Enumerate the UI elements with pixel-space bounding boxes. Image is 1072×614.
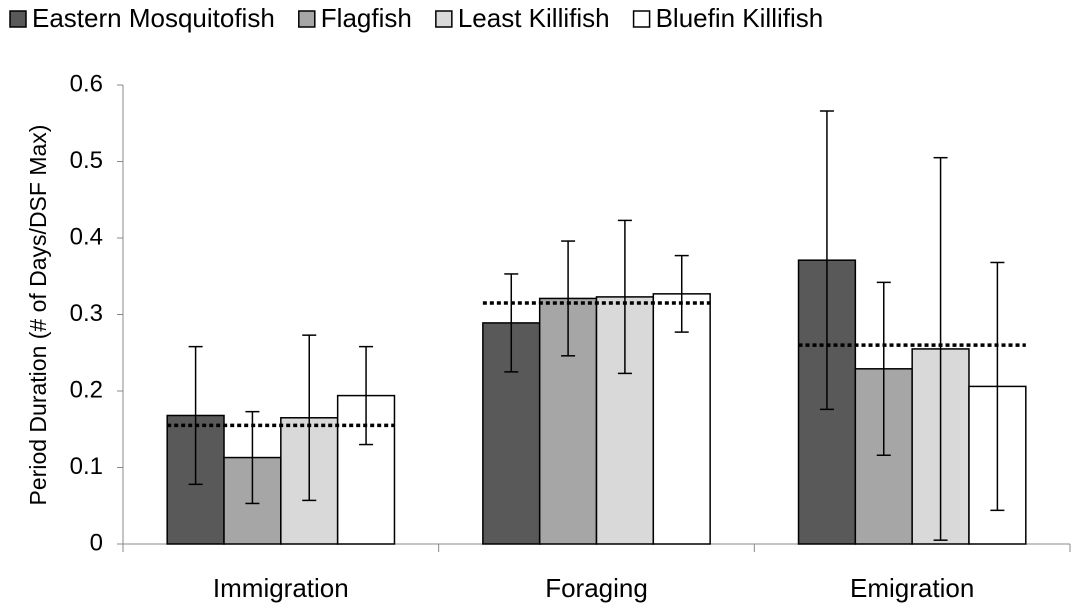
y-axis-title: Period Duration (# of Days/DSF Max) [25, 125, 51, 506]
x-tick-label: Emigration [850, 573, 974, 603]
x-tick-label: Immigration [213, 573, 349, 603]
x-tick-label: Foraging [545, 573, 648, 603]
legend-swatch [298, 10, 316, 28]
legend-swatch [9, 10, 27, 28]
y-tick-label: 0.3 [70, 300, 103, 327]
y-tick-label: 0.2 [70, 376, 103, 403]
legend-swatch [632, 10, 651, 28]
bar [652, 293, 711, 545]
y-tick-label: 0 [90, 529, 103, 556]
y-tick-label: 0.1 [70, 453, 103, 480]
legend-label: Bluefin Killifish [656, 3, 824, 33]
y-tick-label: 0.6 [70, 70, 103, 97]
y-tick-label: 0.4 [70, 223, 103, 250]
legend-label: Least Killifish [458, 3, 610, 33]
legend-label: Flagfish [321, 3, 412, 33]
legend-label: Eastern Mosquitofish [32, 3, 275, 33]
y-tick-label: 0.5 [70, 147, 103, 174]
legend-swatch [435, 10, 453, 28]
